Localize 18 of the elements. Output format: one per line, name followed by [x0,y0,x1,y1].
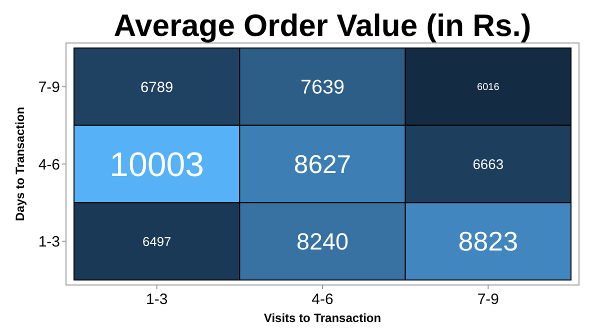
data-label: 6789 [140,80,174,96]
y-tick-label: 1-3 [38,234,60,251]
data-label: 7639 [300,76,344,99]
chart-title: Average Order Value (in Rs.) [114,8,532,43]
x-tick-label: 4-6 [312,291,334,308]
x-axis-title: Visits to Transaction [264,311,382,325]
y-axis-title: Days to Transaction [13,106,27,222]
data-label: 6016 [477,82,500,94]
data-label: 6497 [142,234,172,249]
data-label: 8823 [458,226,518,257]
y-tick-label: 4-6 [38,156,60,174]
x-tick-label: 1-3 [146,291,168,308]
data-label: 10003 [110,146,204,184]
x-tick-label: 7-9 [477,291,500,308]
y-tick-label: 7-9 [38,78,60,96]
data-label: 6663 [472,156,504,172]
data-label: 8240 [296,228,349,255]
data-label: 8627 [294,151,352,179]
